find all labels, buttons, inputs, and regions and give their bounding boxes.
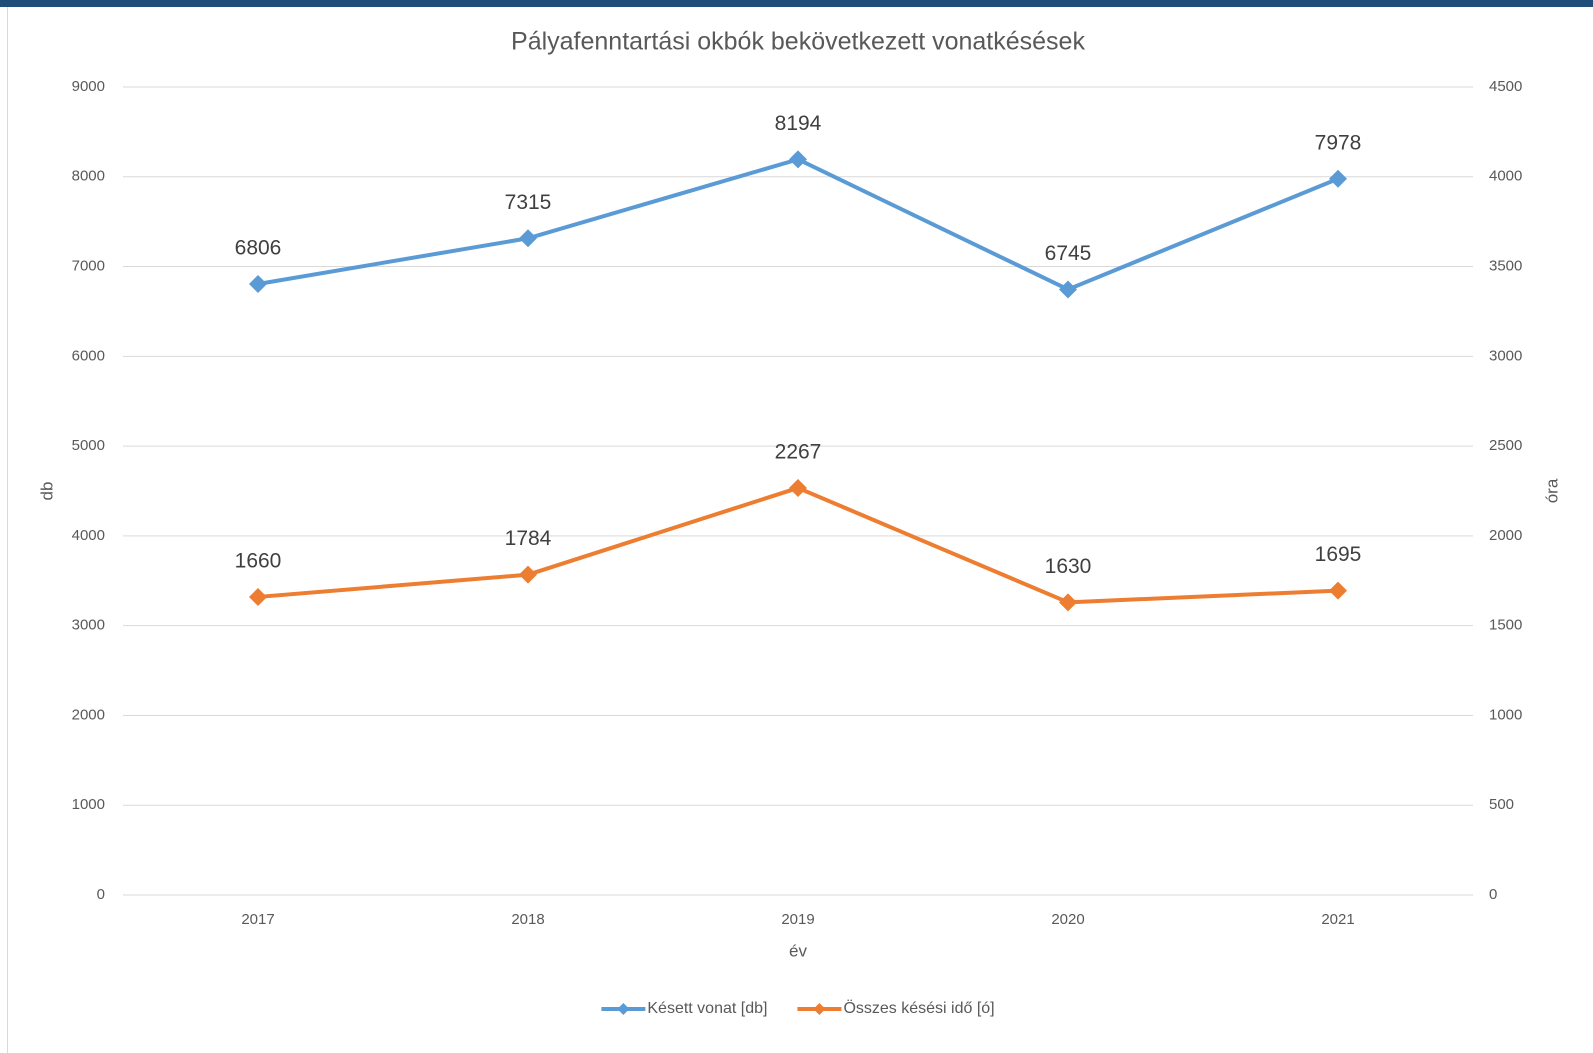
x-tick-label: 2021 xyxy=(1321,911,1354,928)
y-axis-label: db xyxy=(37,482,56,501)
marker xyxy=(1059,593,1077,612)
y2-tick-label: 500 xyxy=(1489,796,1514,813)
y-tick-label: 4000 xyxy=(72,527,105,544)
y2-tick-label: 4000 xyxy=(1489,168,1522,185)
marker xyxy=(519,229,537,248)
y2-tick-label: 4500 xyxy=(1489,78,1522,95)
y2-tick-label: 3000 xyxy=(1489,347,1522,364)
top-bar xyxy=(0,0,1593,7)
marker xyxy=(249,274,267,293)
data-label: 6745 xyxy=(1045,242,1092,265)
x-tick-label: 2020 xyxy=(1051,911,1084,928)
y2-tick-label: 2500 xyxy=(1489,437,1522,454)
data-label: 1660 xyxy=(235,549,282,572)
y2-tick-label: 1500 xyxy=(1489,617,1522,634)
legend-marker xyxy=(813,1003,826,1015)
data-label: 1784 xyxy=(505,527,552,550)
x-tick-label: 2017 xyxy=(241,911,274,928)
chart-title: Pályafenntartási okbók bekövetkezett von… xyxy=(511,28,1085,56)
y-tick-label: 5000 xyxy=(72,437,105,454)
y2-tick-label: 0 xyxy=(1489,886,1497,903)
y-tick-label: 1000 xyxy=(72,796,105,813)
y2-axis-label: óra xyxy=(1542,478,1561,503)
y-tick-label: 0 xyxy=(97,886,105,903)
marker xyxy=(1329,581,1347,600)
y-tick-label: 3000 xyxy=(72,617,105,634)
marker xyxy=(1059,280,1077,299)
marker xyxy=(1329,169,1347,188)
y-tick-label: 2000 xyxy=(72,706,105,723)
data-label: 6806 xyxy=(235,237,282,260)
marker xyxy=(789,478,807,497)
data-label: 1630 xyxy=(1045,555,1092,578)
y-tick-label: 7000 xyxy=(72,258,105,275)
x-axis-label: év xyxy=(789,941,807,960)
data-label: 8194 xyxy=(775,112,822,135)
y-tick-label: 6000 xyxy=(72,347,105,364)
data-label: 7315 xyxy=(505,191,552,214)
legend-label: Késett vonat [db] xyxy=(647,1000,767,1017)
y-tick-label: 9000 xyxy=(72,78,105,95)
data-label: 2267 xyxy=(775,440,822,463)
y2-tick-label: 1000 xyxy=(1489,706,1522,723)
y2-tick-label: 3500 xyxy=(1489,258,1522,275)
marker xyxy=(249,587,267,606)
y2-tick-label: 2000 xyxy=(1489,527,1522,544)
x-tick-label: 2019 xyxy=(781,911,814,928)
data-label: 1695 xyxy=(1315,543,1362,566)
x-tick-label: 2018 xyxy=(511,911,544,928)
legend-marker xyxy=(617,1003,630,1015)
legend-label: Összes késési idő [ó] xyxy=(843,999,994,1017)
marker xyxy=(789,150,807,169)
marker xyxy=(519,565,537,584)
y-tick-label: 8000 xyxy=(72,168,105,185)
data-label: 7978 xyxy=(1315,131,1362,154)
